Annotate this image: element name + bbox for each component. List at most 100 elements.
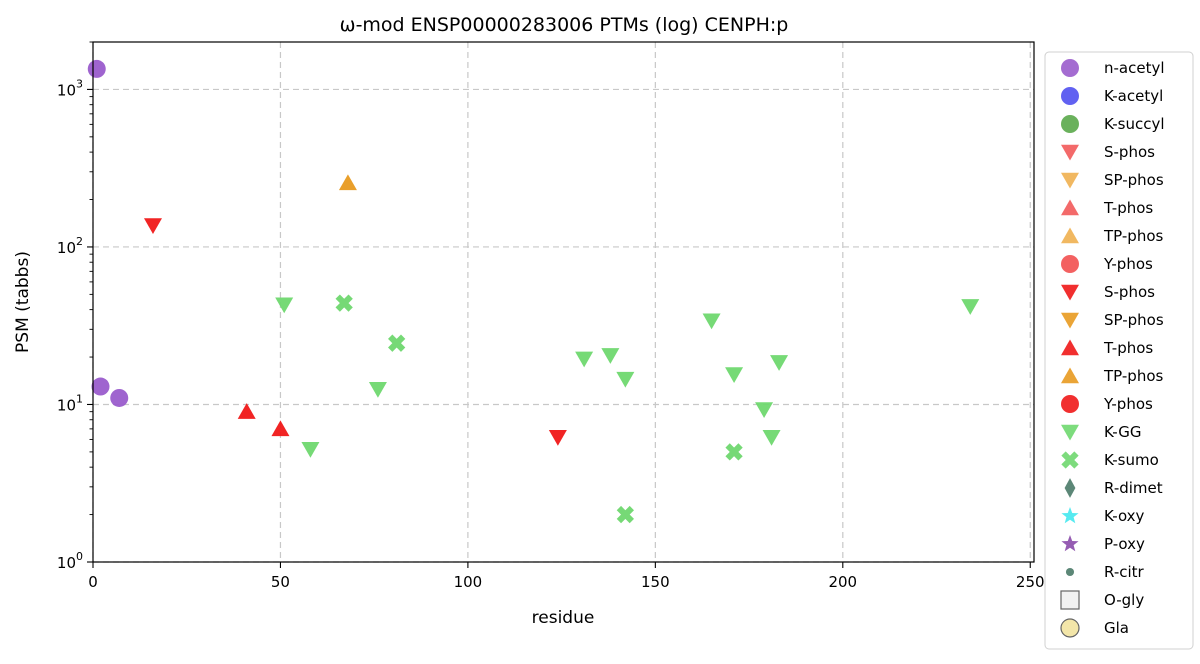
y-tick-label: 102 xyxy=(57,235,83,257)
data-point-n-acetyl xyxy=(87,59,106,78)
data-point-T-phos xyxy=(237,403,256,419)
legend-label: K-succyl xyxy=(1104,115,1165,133)
data-point-K-GG xyxy=(368,382,387,398)
y-tick-label: 100 xyxy=(57,550,83,572)
legend-label: R-dimet xyxy=(1104,479,1163,497)
legend-item-O-gly: O-gly xyxy=(1060,590,1144,610)
legend-marker xyxy=(1061,424,1079,441)
data-point-K-sumo xyxy=(616,505,635,524)
data-point-K-GG xyxy=(762,429,781,446)
data-point-K-GG xyxy=(601,348,620,364)
legend-marker xyxy=(1061,284,1079,301)
legend-item-n-acetyl: n-acetyl xyxy=(1061,59,1165,77)
legend-item-Y-phos: Y-phos xyxy=(1061,255,1153,273)
legend-marker xyxy=(1064,478,1076,498)
legend-item-R-citr: R-citr xyxy=(1065,563,1145,581)
legend-marker xyxy=(1061,227,1079,244)
data-point-K-sumo xyxy=(725,443,743,461)
legend-label: P-oxy xyxy=(1104,535,1145,553)
legend-label: K-oxy xyxy=(1104,507,1145,525)
legend-item-K-sumo: K-sumo xyxy=(1061,451,1159,469)
legend-item-K-succyl: K-succyl xyxy=(1061,115,1165,133)
legend-item-TP-phos: TP-phos xyxy=(1061,227,1163,245)
legend-item-Y-phos: Y-phos xyxy=(1061,395,1153,413)
data-point-n-acetyl xyxy=(91,377,110,396)
data-point-K-GG xyxy=(275,297,294,314)
legend-label: Y-phos xyxy=(1103,255,1153,273)
legend-item-K-acetyl: K-acetyl xyxy=(1061,87,1163,105)
plot-area-frame xyxy=(92,41,1035,563)
legend-marker xyxy=(1061,312,1079,329)
legend-marker xyxy=(1061,255,1079,273)
legend-marker xyxy=(1061,199,1079,216)
legend-label: S-phos xyxy=(1104,283,1155,301)
legend-label: SP-phos xyxy=(1104,171,1164,189)
legend-marker xyxy=(1061,367,1079,384)
data-point-K-GG xyxy=(725,367,744,384)
legend-label: Y-phos xyxy=(1103,395,1153,413)
legend-item-T-phos: T-phos xyxy=(1061,339,1153,357)
y-axis-ticks: 100 101 102 103 xyxy=(57,41,93,572)
legend-marker xyxy=(1061,115,1079,133)
legend-label: TP-phos xyxy=(1103,227,1163,245)
legend: n-acetyl K-acetyl K-succyl S-phos SP-phos T-p… xyxy=(1044,51,1194,650)
legend-label: SP-phos xyxy=(1104,311,1164,329)
legend-marker xyxy=(1061,144,1079,161)
legend-marker xyxy=(1061,507,1079,524)
legend-marker xyxy=(1061,87,1079,105)
legend-label: T-phos xyxy=(1103,339,1153,357)
legend-label: S-phos xyxy=(1104,143,1155,161)
legend-item-P-oxy: P-oxy xyxy=(1061,535,1145,553)
x-axis-label: residue xyxy=(532,608,595,628)
data-point-K-GG xyxy=(961,299,980,315)
legend-label: K-sumo xyxy=(1104,451,1159,469)
legend-marker xyxy=(1060,618,1080,638)
legend-item-SP-phos: SP-phos xyxy=(1061,171,1164,189)
chart-title: ω-mod ENSP00000283006 PTMs (log) CENPH:p xyxy=(340,14,789,36)
data-point-T-phos xyxy=(271,420,290,437)
legend-item-R-dimet: R-dimet xyxy=(1064,478,1163,498)
y-tick-label: 103 xyxy=(57,77,83,99)
data-point-K-sumo xyxy=(335,294,353,312)
legend-marker xyxy=(1065,567,1075,577)
legend-frame xyxy=(1044,51,1194,650)
legend-marker xyxy=(1061,535,1079,552)
legend-marker xyxy=(1060,590,1080,610)
legend-marker xyxy=(1061,59,1079,77)
legend-item-Gla: Gla xyxy=(1060,618,1129,638)
legend-label: K-acetyl xyxy=(1104,87,1163,105)
legend-item-SP-phos: SP-phos xyxy=(1061,311,1164,329)
y-tick-label: 101 xyxy=(57,392,83,414)
x-tick-label: 150 xyxy=(641,573,670,591)
x-tick-label: 200 xyxy=(828,573,857,591)
legend-label: n-acetyl xyxy=(1104,59,1165,77)
data-point-n-acetyl xyxy=(110,388,129,407)
legend-item-TP-phos: TP-phos xyxy=(1061,367,1163,385)
data-point-K-GG xyxy=(770,355,789,371)
legend-label: TP-phos xyxy=(1103,367,1163,385)
data-point-S-phos xyxy=(548,429,567,446)
data-point-K-GG xyxy=(301,442,320,458)
legend-label: K-GG xyxy=(1104,423,1141,441)
legend-item-S-phos: S-phos xyxy=(1061,283,1155,301)
legend-marker xyxy=(1061,339,1079,356)
legend-item-K-GG: K-GG xyxy=(1061,423,1141,441)
y-axis-label: PSM (tabbs) xyxy=(13,251,33,353)
data-point-TP-phos xyxy=(338,174,357,191)
legend-label: Gla xyxy=(1104,619,1129,637)
x-axis-ticks: 0 50 100 150 200 250 xyxy=(88,562,1045,591)
x-tick-label: 50 xyxy=(271,573,290,591)
x-tick-label: 250 xyxy=(1016,573,1045,591)
data-point-K-GG xyxy=(755,402,774,418)
x-tick-label: 100 xyxy=(454,573,483,591)
data-point-K-GG xyxy=(702,313,721,330)
x-tick-label: 0 xyxy=(88,573,98,591)
legend-marker xyxy=(1061,172,1079,189)
data-point-K-GG xyxy=(616,371,635,388)
data-point-S-phos xyxy=(143,218,162,234)
legend-item-K-oxy: K-oxy xyxy=(1061,507,1145,525)
legend-label: R-citr xyxy=(1104,563,1145,581)
data-point-K-sumo xyxy=(388,334,406,352)
data-points xyxy=(87,59,980,524)
